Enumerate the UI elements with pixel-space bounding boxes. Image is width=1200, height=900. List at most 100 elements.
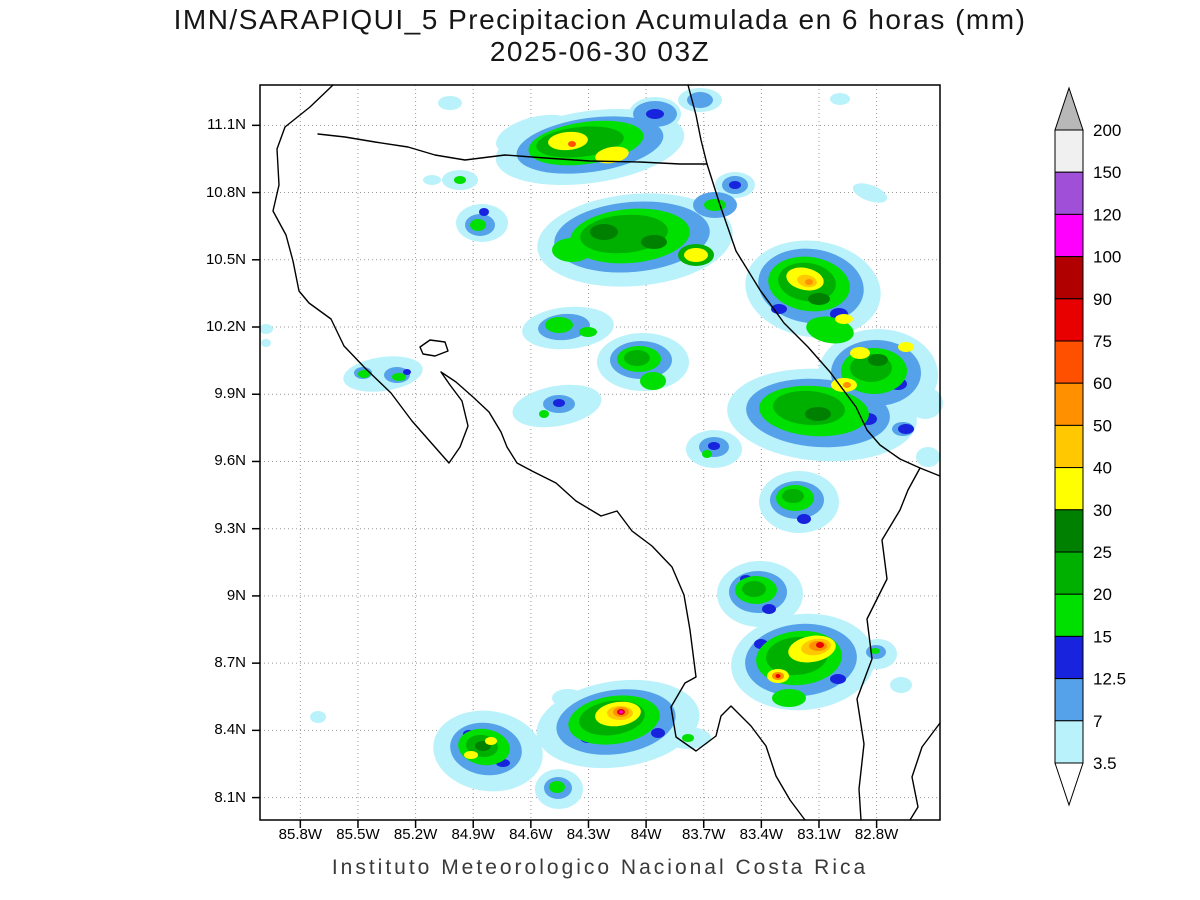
lon-tick-label: 85.2W: [393, 826, 438, 843]
colorbar-tick-label: 100: [1093, 248, 1121, 267]
precip-cell: [470, 219, 486, 231]
precip-cell: [682, 734, 694, 742]
chart-datetime: 2025-06-30 03Z: [489, 36, 711, 67]
precip-cell: [343, 356, 423, 392]
lon-tick-label: 85.5W: [336, 826, 380, 843]
lat-tick-label: 10.2N: [205, 318, 246, 335]
coastline-path: [419, 339, 449, 357]
colorbar-tick-label: 30: [1093, 501, 1112, 520]
colorbar-tick-label: 20: [1093, 585, 1112, 604]
precip-cell: [479, 208, 489, 216]
precip-cell: [890, 677, 912, 693]
precip-cell: [868, 354, 888, 366]
colorbar-segment: [1054, 678, 1084, 722]
chart-footer: Instituto Meteorologico Nacional Costa R…: [331, 856, 869, 879]
lat-tick-label: 9.6N: [214, 452, 246, 470]
coastline-path: [856, 467, 921, 821]
colorbar-segment: [1054, 424, 1084, 469]
precip-cell: [539, 410, 549, 418]
precip-cell: [805, 407, 831, 421]
colorbar: 200 150 120 100 90 75 60 50 40 30 25 20 15 12.5 7 3.5: [1054, 86, 1126, 807]
colorbar-segment: [1054, 213, 1084, 258]
lon-tick-label: 84.6W: [509, 826, 553, 843]
colorbar-tick-label: 200: [1093, 121, 1121, 140]
precip-cell: [830, 93, 850, 105]
coastlines: [272, 84, 941, 821]
precip-cell: [684, 248, 708, 262]
colorbar-segment: [1054, 635, 1084, 680]
precip-cell: [545, 317, 573, 333]
colorbar-tick-label: 120: [1093, 205, 1121, 224]
precip-cell: [549, 781, 565, 793]
lon-tick-label: 82.8W: [854, 826, 899, 843]
colorbar-segment: [1054, 467, 1084, 511]
precip-cell: [310, 711, 326, 723]
precip-cell: [403, 369, 411, 375]
precip-cell: [808, 293, 830, 305]
precip-cell: [640, 372, 666, 390]
lat-tick-label: 8.4N: [214, 721, 246, 739]
precip-cell: [651, 728, 665, 738]
colorbar-tick-label: 7: [1093, 712, 1102, 731]
precip-cell: [870, 648, 880, 654]
lon-tick-label: 84.9W: [451, 826, 495, 843]
precip-cell: [552, 238, 592, 262]
colorbar-tick-label: 60: [1093, 374, 1112, 393]
colorbar-tick-label: 3.5: [1093, 754, 1117, 773]
colorbar-tick-label: 12.5: [1093, 670, 1126, 689]
precip-cell: [624, 350, 650, 366]
lon-tick-label: 83.7W: [682, 826, 726, 843]
precip-cell: [708, 442, 720, 450]
colorbar-tick-label: 75: [1093, 332, 1112, 351]
precip-cell: [358, 370, 370, 378]
precip-cell: [619, 710, 623, 714]
precip-cell: [835, 314, 853, 324]
precip-cell: [898, 342, 914, 352]
precip-cell: [485, 737, 497, 745]
lat-tick-label: 8.7N: [214, 654, 246, 672]
colorbar-segment: [1054, 340, 1084, 384]
precip-cell: [590, 224, 618, 240]
precip-cell: [595, 146, 629, 164]
colorbar-tick-label: 150: [1093, 163, 1121, 182]
colorbar-tick-label: 15: [1093, 627, 1112, 646]
precip-cell: [729, 181, 741, 189]
precip-cell: [852, 183, 888, 203]
precip-cell: [392, 373, 406, 381]
colorbar-segment: [1054, 129, 1084, 173]
colorbar-segment: [1054, 256, 1084, 300]
colorbar-segment: [1054, 551, 1084, 595]
lon-tick-label: 83.1W: [797, 826, 841, 843]
precip-cell: [261, 339, 271, 347]
precip-cell: [641, 235, 667, 249]
colorbar-segment: [1054, 720, 1084, 764]
precip-cell: [464, 751, 478, 759]
colorbar-tick-label: 90: [1093, 290, 1112, 309]
precip-cell: [579, 327, 597, 337]
precip-cell: [772, 689, 806, 707]
colorbar-segment: [1054, 382, 1084, 426]
precip-cells: [259, 88, 943, 809]
precip-cell: [742, 581, 766, 597]
lat-tick-label: 9.9N: [214, 385, 246, 403]
colorbar-tick-label: 50: [1093, 416, 1112, 435]
precip-cell: [438, 96, 462, 110]
lat-tick-label: 8.1N: [214, 788, 246, 806]
precip-cell: [805, 279, 813, 285]
precip-cell: [259, 324, 273, 334]
chart-title: IMN/SARAPIQUI_5 Precipitacion Acumulada …: [173, 4, 1027, 35]
precipitation-map: [252, 84, 943, 828]
precip-cell: [916, 447, 940, 467]
lon-tick-label: 84W: [630, 826, 662, 843]
colorbar-tick-label: 25: [1093, 543, 1112, 562]
lat-tick-label: 10.8N: [205, 183, 246, 201]
lon-tick-label: 84.3W: [566, 826, 611, 843]
precip-cell: [423, 175, 441, 185]
lat-tick-label: 10.5N: [205, 250, 246, 268]
lon-tick-label: 85.8W: [278, 826, 322, 843]
precip-cell: [454, 176, 466, 184]
colorbar-below-arrow: [1054, 762, 1084, 807]
map-frame: [259, 84, 941, 821]
precip-cell: [646, 109, 664, 119]
coastline-path: [317, 133, 708, 165]
